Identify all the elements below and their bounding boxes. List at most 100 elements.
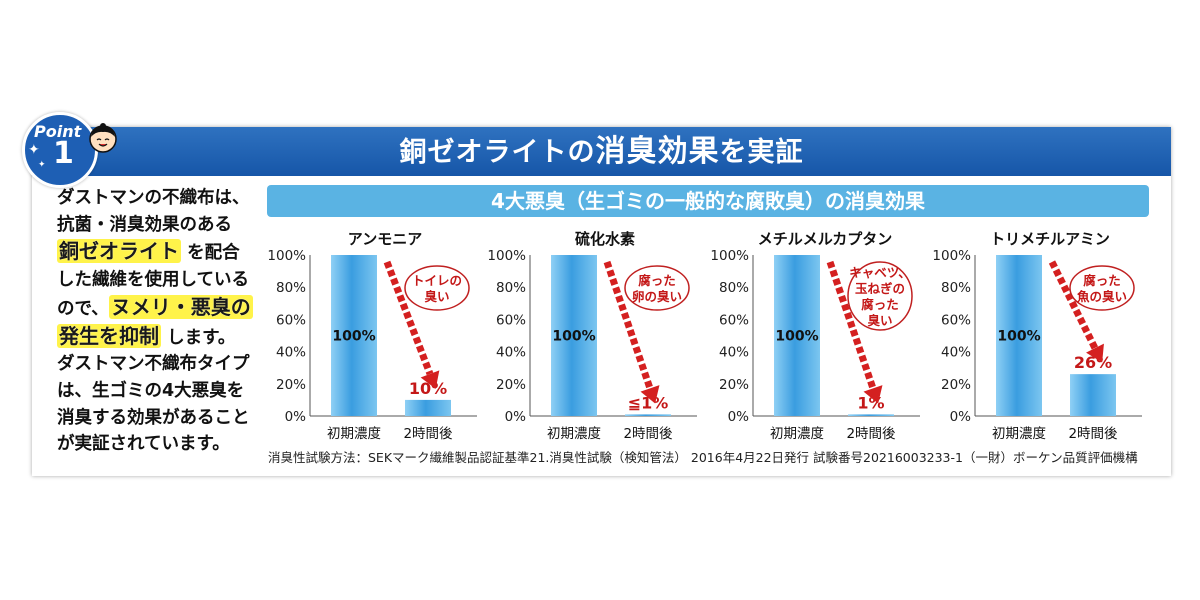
bar-after-2h [1070, 374, 1116, 416]
x-category-label: 初期濃度 [992, 425, 1046, 442]
arrow-head-icon [640, 385, 660, 404]
arrow-head-icon [863, 385, 883, 404]
y-tick-label: 60% [719, 312, 749, 328]
y-tick-label: 60% [276, 312, 306, 328]
odor-annotation-bubble [624, 265, 690, 311]
odor-annotation-bubble [404, 265, 470, 311]
chart-title-ammonia: アンモニア [347, 230, 423, 248]
description-line: 銅ゼオライト を配合 [57, 238, 267, 267]
x-category-label: 2時間後 [403, 426, 453, 442]
point-number: 1 [53, 136, 74, 171]
y-tick-label: 20% [276, 377, 306, 393]
x-category-label: 2時間後 [846, 426, 896, 442]
description-line: は、生ゴミの4大悪臭を [57, 380, 245, 401]
y-tick-label: 20% [719, 377, 749, 393]
data-label-initial: 100% [332, 329, 375, 345]
description-line: 消臭する効果があること [57, 407, 250, 428]
odor-annotation-text: 腐った [861, 297, 899, 312]
description-text: ダストマンの不織布は、 抗菌・消臭効果のある 銅ゼオライト を配合 した繊維を使… [57, 185, 267, 458]
description-fragment: を配合 [187, 243, 240, 264]
highlight-suppression: 発生を抑制 [57, 323, 161, 348]
reduction-arrow [603, 260, 654, 390]
y-tick-label: 20% [941, 377, 971, 393]
odor-annotation-text: キャベツ、 [849, 265, 911, 280]
bar-after-2h [405, 399, 451, 416]
y-tick-label: 60% [941, 312, 971, 328]
x-category-label: 初期濃度 [547, 425, 601, 442]
chart-subtitle: 4大悪臭（生ゴミの一般的な腐敗臭）の消臭効果 [267, 185, 1149, 217]
description-line: ダストマンの不織布は、 [57, 188, 250, 208]
chart-title-hydrogen-sulfide: 硫化水素 [574, 230, 635, 248]
data-label-initial: 100% [552, 329, 595, 345]
x-category-label: 2時間後 [1068, 426, 1118, 442]
sparkle-icon: ✦ [38, 160, 46, 170]
y-tick-label: 40% [276, 345, 306, 361]
description-fragment: ので、 [57, 298, 109, 319]
y-tick-label: 0% [728, 409, 750, 425]
description-line: ので、 ヌメリ・悪臭の [57, 294, 267, 323]
chart-title-trimethylamine: トリメチルアミン [990, 230, 1110, 248]
bar-initial [551, 255, 597, 416]
sparkle-icon: ✦ [28, 142, 40, 158]
y-tick-label: 40% [719, 345, 749, 361]
odor-annotation-bubble [1069, 265, 1135, 311]
highlight-slime-odor: ヌメリ・悪臭の [108, 294, 253, 319]
banner-title-part3: を実証 [719, 137, 804, 168]
odor-annotation-text: 臭い [424, 289, 449, 304]
description-line: が実証されています。 [57, 434, 230, 455]
y-tick-label: 100% [932, 248, 971, 264]
bar-initial [774, 255, 820, 416]
y-tick-label: 80% [496, 280, 526, 296]
odor-annotation-text: 魚の臭い [1077, 289, 1127, 304]
y-tick-label: 0% [505, 409, 527, 425]
odor-annotation-text: 卵の臭い [632, 289, 682, 304]
bar-initial [331, 255, 377, 416]
odor-annotation-text: 腐った [1083, 273, 1121, 288]
odor-annotation-text: 臭い [867, 313, 892, 328]
banner-title-part1: 銅ゼオライトの [399, 137, 596, 168]
y-tick-label: 20% [496, 377, 526, 393]
description-line: ダストマン不織布タイプ [57, 354, 250, 375]
data-label-after-2h: 10% [409, 379, 447, 398]
point-badge [22, 112, 98, 188]
y-tick-label: 40% [941, 345, 971, 361]
y-tick-label: 100% [267, 248, 306, 264]
point-label: Point [34, 122, 82, 141]
arrow-head-icon [1086, 343, 1104, 363]
chart-title-methyl-mercaptan: メチルメルカプタン [757, 230, 893, 248]
reduction-arrow [383, 260, 434, 376]
bar-after-2h [848, 414, 894, 416]
x-category-label: 初期濃度 [770, 425, 824, 442]
y-tick-label: 80% [941, 280, 971, 296]
banner-title-part2: 消臭効果 [595, 134, 720, 169]
bar-initial [996, 255, 1042, 416]
description-line: 抗菌・消臭効果のある [57, 214, 232, 235]
character-face-icon [89, 123, 117, 153]
arrow-head-icon [420, 370, 440, 389]
description-line: した繊維を使用している [57, 270, 249, 291]
y-tick-label: 100% [487, 248, 526, 264]
bar-after-2h [625, 414, 671, 416]
test-method-footnote: 消臭性試験方法：SEKマーク繊維製品認証基準21.消臭性試験（検知管法） 201… [268, 450, 1138, 465]
data-label-initial: 100% [997, 329, 1040, 345]
reduction-arrow [826, 260, 877, 390]
title-banner [32, 127, 1171, 176]
description-fragment: します。 [167, 327, 236, 348]
x-category-label: 初期濃度 [327, 425, 381, 442]
banner-title: 銅ゼオライトの消臭効果を実証 [32, 127, 1171, 176]
y-tick-label: 80% [719, 280, 749, 296]
data-label-after-2h: ≦1% [628, 393, 669, 412]
y-tick-label: 0% [285, 409, 307, 425]
y-tick-label: 80% [276, 280, 306, 296]
odor-annotation-bubble [847, 261, 913, 331]
odor-annotation-text: トイレの [412, 273, 462, 288]
reduction-arrow [1048, 260, 1099, 350]
y-tick-label: 40% [496, 345, 526, 361]
data-label-initial: 100% [775, 329, 818, 345]
odor-annotation-text: 腐った [638, 273, 676, 288]
y-tick-label: 60% [496, 312, 526, 328]
x-category-label: 2時間後 [623, 426, 673, 442]
description-line: 発生を抑制 します。 [57, 323, 267, 352]
highlight-copper-zeolite: 銅ゼオライト [57, 239, 181, 264]
